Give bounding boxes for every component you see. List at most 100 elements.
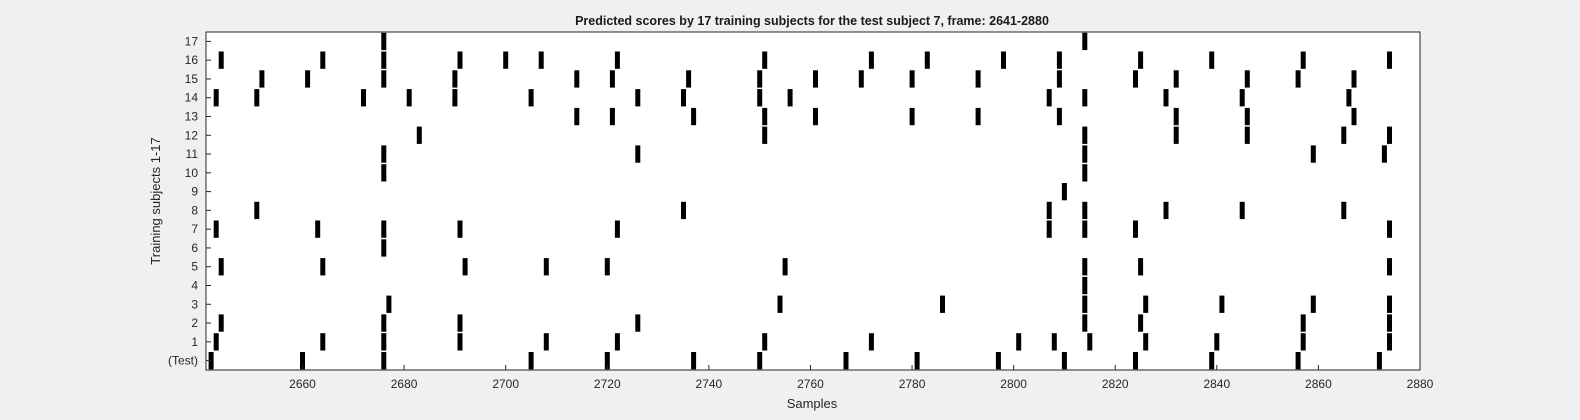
event-bar-2 [1300,314,1306,332]
event-bar-14 [452,89,458,107]
event-bar-5 [462,258,468,276]
event-bar-16 [1138,51,1144,69]
event-bar-13 [609,107,615,126]
event-bar-7 [1387,220,1392,238]
event-bar-12 [1244,126,1250,144]
event-bar-1 [457,333,463,351]
y-tick-label: 13 [185,110,199,124]
event-bar-15 [1133,70,1138,88]
event-bar-2 [457,314,463,332]
event-bar-13 [813,107,818,126]
chart-marks [208,32,1392,370]
x-tick-label: 2720 [594,377,621,391]
event-bar-15 [305,70,311,88]
event-bar-13 [1056,107,1062,126]
x-tick-label: 2880 [1407,377,1434,391]
event-bar-15 [1351,70,1357,88]
event-bar-1 [1016,333,1022,351]
event-bar-16 [538,51,544,69]
event-bar-16 [320,51,326,69]
event-bar-17 [1082,32,1088,51]
event-bar-1 [614,333,620,351]
event-bar-8 [1082,201,1088,220]
event-bar-test [914,352,920,370]
event-bar-15 [259,70,265,88]
event-bar-1 [1300,333,1306,351]
event-bar-16 [503,51,509,69]
y-tick-label: 5 [191,260,198,274]
event-bar-1 [1387,333,1392,351]
event-bar-7 [1046,220,1052,238]
event-bar-5 [782,258,788,276]
event-bar-5 [1387,258,1392,276]
event-bar-4 [1082,276,1088,295]
x-tick-label: 2740 [696,377,723,391]
event-bar-16 [1387,51,1392,69]
event-bar-14 [213,89,219,107]
event-bar-10 [381,164,387,182]
event-bar-15 [609,70,615,88]
event-bar-test [757,352,763,370]
event-bar-13 [691,107,697,126]
event-bar-1 [320,333,326,351]
event-bar-3 [777,295,783,313]
event-bar-11 [1310,145,1316,163]
event-bar-7 [381,220,387,238]
x-tick-label: 2700 [492,377,519,391]
event-bar-test [691,352,697,370]
event-bar-11 [381,145,387,163]
event-bar-16 [762,51,768,69]
event-bar-1 [381,333,387,351]
event-bar-16 [1209,51,1215,69]
event-bar-test [604,352,610,370]
x-tick-label: 2760 [797,377,824,391]
event-bar-7 [614,220,620,238]
event-bar-14 [1239,89,1245,107]
y-tick-label: 1 [191,335,198,349]
event-bar-1 [762,333,768,351]
event-bar-5 [218,258,224,276]
event-bar-8 [681,201,686,220]
event-bar-8 [1239,201,1245,220]
event-bar-16 [614,51,620,69]
event-bar-test [843,352,849,370]
event-bar-16 [1300,51,1306,69]
event-bar-15 [686,70,692,88]
event-bar-15 [452,70,458,88]
event-bar-15 [1295,70,1301,88]
event-bar-test [1061,352,1067,370]
event-bar-13 [1351,107,1357,126]
event-bar-16 [218,51,224,69]
event-bar-8 [1163,201,1169,220]
event-bar-11 [635,145,641,163]
event-bar-1 [1051,333,1057,351]
event-bar-3 [940,295,945,313]
event-bar-14 [635,89,641,107]
event-bar-14 [406,89,412,107]
event-bar-14 [757,89,763,107]
event-bar-17 [381,32,387,51]
event-bar-15 [1244,70,1250,88]
event-bar-16 [924,51,930,69]
event-bar-13 [1244,107,1250,126]
event-bar-14 [528,89,534,107]
event-bar-3 [1219,295,1225,313]
event-bar-12 [416,126,422,144]
x-axis-label: Samples [787,396,838,411]
event-bar-14 [1046,89,1052,107]
event-bar-test [208,352,214,370]
event-bar-12 [762,126,768,144]
event-bar-5 [604,258,610,276]
y-tick-label: (Test) [168,354,198,368]
event-bar-3 [1387,295,1392,313]
event-bar-8 [254,201,260,220]
y-tick-label: 3 [191,297,198,311]
y-tick-label: 4 [191,279,198,293]
event-bar-15 [858,70,864,88]
event-bar-12 [1082,126,1088,144]
event-bar-7 [1133,220,1138,238]
event-bar-16 [457,51,463,69]
event-bar-test [1295,352,1301,370]
event-bar-1 [1087,333,1093,351]
